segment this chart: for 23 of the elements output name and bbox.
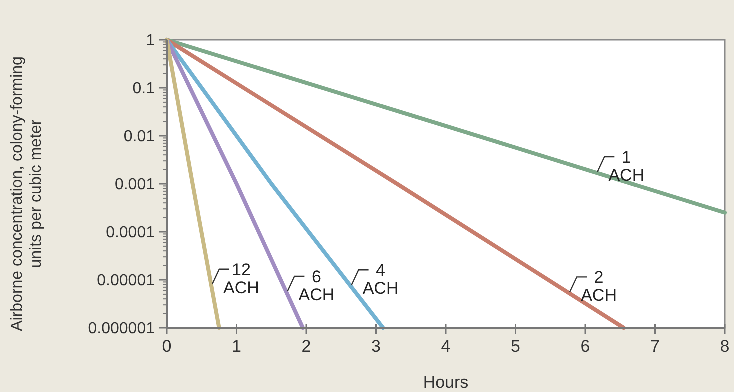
series-label: 2 ACH [581, 268, 617, 306]
y-axis-title: Airborne concentration, colony-forming units per cubic meter [9, 56, 45, 332]
y-tick-label: 0.00001 [97, 272, 156, 290]
y-tick-label: 0.01 [124, 128, 156, 146]
y-tick-label: 0.000001 [88, 320, 156, 338]
x-tick-label: 1 [232, 337, 242, 356]
x-tick-label: 0 [162, 337, 172, 356]
series-label: 1 ACH [608, 148, 645, 186]
x-tick-label: 3 [372, 337, 381, 356]
x-tick-label: 7 [650, 337, 660, 356]
y-tick-label: 0.1 [132, 80, 156, 98]
x-tick-label: 6 [580, 337, 590, 356]
series-label: 12 ACH [224, 260, 260, 298]
x-tick-label: 8 [720, 337, 730, 356]
series-label: 6 ACH [298, 268, 335, 305]
y-tick-label: 1 [146, 32, 156, 50]
y-tick-label: 0.0001 [106, 224, 156, 242]
x-tick-label: 5 [511, 337, 520, 356]
series-label: 4 ACH [362, 261, 399, 298]
x-tick-label: 4 [441, 337, 451, 356]
x-axis-title: Hours [423, 373, 469, 392]
x-tick-label: 2 [302, 337, 312, 356]
y-tick-label: 0.001 [114, 176, 156, 194]
